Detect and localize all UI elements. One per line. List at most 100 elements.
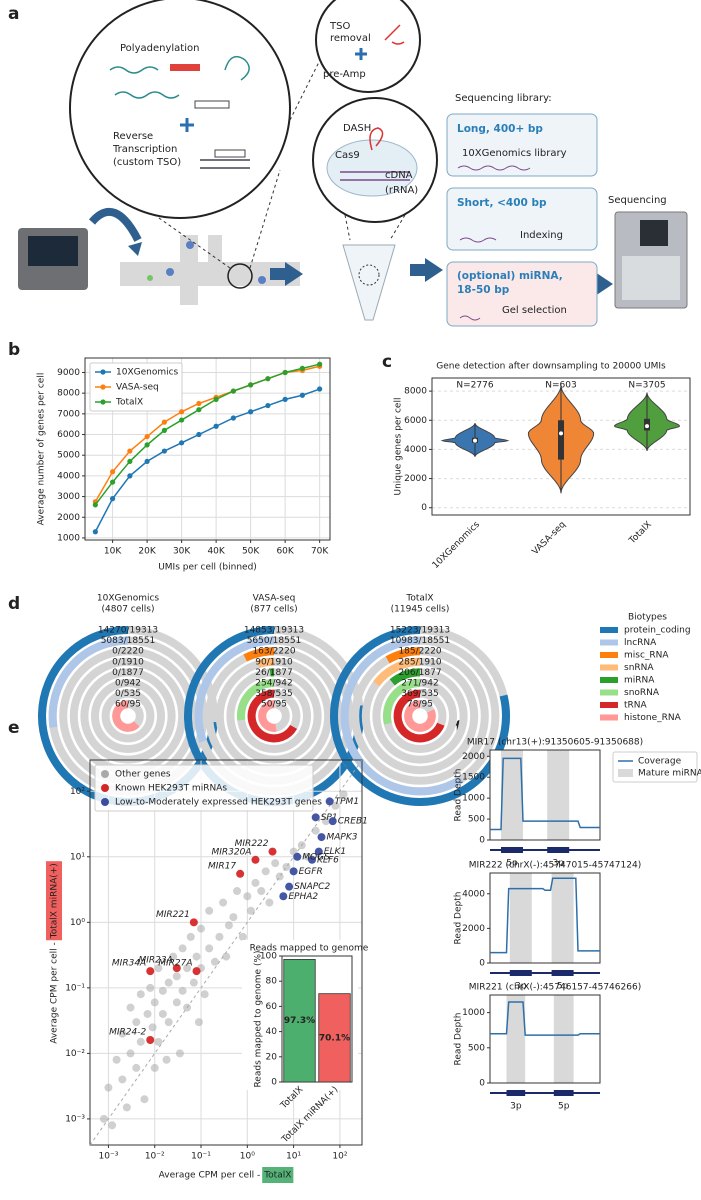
arm-label: 3p [510, 1102, 522, 1112]
point [178, 944, 187, 953]
ring-label: 14853/19313 [244, 626, 304, 636]
y-tick-label: 8000 [57, 389, 80, 399]
library-box [446, 113, 598, 177]
y-tick-label: 40 [266, 1027, 278, 1037]
ring-label: 90/1910 [255, 657, 293, 667]
point [196, 400, 202, 407]
y-tick-label: 10⁻² [65, 1049, 85, 1059]
y-tick-label: 3000 [57, 492, 80, 502]
point [271, 859, 280, 868]
point [236, 869, 245, 878]
point [175, 1049, 184, 1058]
point [213, 396, 219, 402]
y-tick-label: 2000 [57, 513, 80, 523]
ring-arc [237, 679, 275, 721]
arm-label: 5p [506, 859, 518, 869]
bead [258, 276, 266, 284]
zoom-line [249, 169, 281, 269]
point [172, 972, 181, 981]
point [325, 797, 334, 806]
point [164, 1018, 173, 1027]
point [265, 376, 271, 382]
ring-label: 369/535 [401, 689, 438, 699]
ring-arc [383, 679, 421, 725]
radial-title: VASA-seq [253, 594, 296, 604]
cas9-shape [326, 139, 418, 197]
legend-box [94, 764, 314, 812]
y-tick-label: 0 [271, 1078, 277, 1088]
point [314, 847, 323, 856]
step-label: cDNA [385, 170, 413, 181]
plot-frame [489, 872, 601, 964]
point [311, 826, 320, 835]
y-tick-label: 0 [479, 836, 485, 846]
point [299, 392, 305, 398]
ring-arc [393, 689, 445, 743]
point-label: MAPK3 [326, 833, 357, 843]
mature-region [547, 750, 570, 840]
droplet-zoom [69, 0, 291, 219]
step-label: (rRNA) [385, 185, 418, 196]
mature-block [553, 1090, 574, 1096]
coverage-line [490, 1001, 600, 1036]
y-tick-label: 60 [266, 1002, 278, 1012]
sequencer-screen [640, 220, 668, 246]
point [161, 427, 167, 433]
y-tick-label: 2000 [462, 924, 485, 934]
point [110, 496, 116, 502]
point [179, 417, 185, 423]
point [229, 913, 238, 922]
ring-label: 60/95 [115, 700, 141, 710]
radial-subtitle: (877 cells) [250, 605, 297, 615]
coverage-line [490, 757, 600, 831]
fragment [457, 165, 531, 171]
chart-title: Gene detection after downsampling to 200… [436, 362, 666, 372]
ring-label: 0/535 [115, 689, 141, 699]
point-label: MIR320A [211, 847, 251, 857]
point [127, 473, 133, 479]
point-label: CREB1 [338, 817, 368, 827]
y-tick-label: 2000 [404, 474, 427, 484]
line [94, 363, 320, 506]
point [172, 964, 181, 973]
point [150, 998, 159, 1007]
y-tick-label: 6000 [404, 416, 427, 426]
sequencer-door [622, 256, 680, 300]
annotation: N=3705 [628, 381, 665, 391]
point-label: MIR222 [235, 839, 269, 849]
mature-region [553, 995, 574, 1083]
x-axis-label-highlight: TotalX [263, 1171, 291, 1181]
legend-box [612, 751, 698, 783]
y-tick-label: 1000 [462, 1008, 485, 1018]
point-label: SNAPC2 [294, 882, 330, 892]
x-tick-label: 20K [138, 547, 156, 557]
point [143, 1009, 152, 1018]
point [248, 409, 254, 415]
point [215, 932, 224, 941]
point [196, 407, 202, 413]
point [200, 990, 209, 999]
y-tick-label: 4000 [404, 445, 427, 455]
flow-arrow [270, 262, 303, 286]
ring-label: 0/1910 [112, 657, 144, 667]
x-tick-label: 10⁻² [145, 1152, 165, 1162]
ring-label: 0/942 [115, 679, 141, 689]
point [92, 529, 98, 535]
step-label: DASH [343, 123, 371, 134]
library-text: Indexing [520, 230, 563, 241]
point [299, 365, 305, 371]
y-tick-label: 1000 [57, 533, 80, 543]
y-tick-label: 10⁻³ [65, 1114, 85, 1124]
point [328, 817, 337, 826]
point [210, 957, 219, 966]
inset-title: Reads mapped to genome [250, 944, 369, 954]
legend-label: misc_RNA [624, 651, 669, 661]
bar [318, 993, 351, 1083]
panel-label: d [8, 594, 20, 614]
line [94, 388, 320, 533]
y-tick-label: 100 [260, 952, 277, 962]
point [126, 1049, 135, 1058]
library-size: Long, 400+ bp [457, 123, 543, 135]
y-tick-label: 9000 [57, 368, 80, 378]
point [285, 882, 294, 891]
